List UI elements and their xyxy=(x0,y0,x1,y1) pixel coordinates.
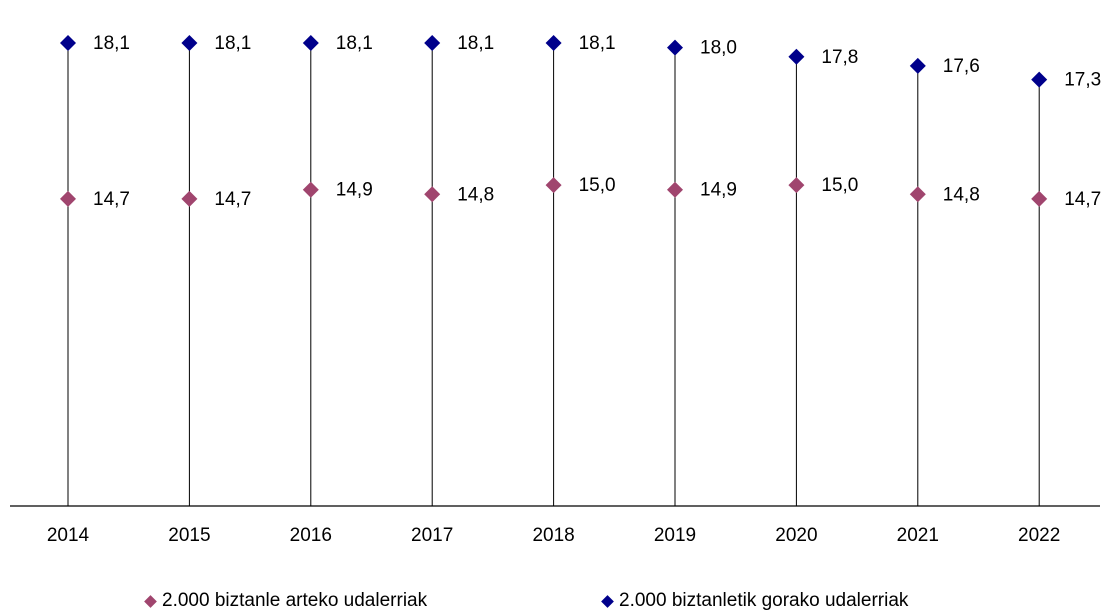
data-point-series-2 xyxy=(788,48,805,65)
data-point-series-2 xyxy=(1031,71,1048,88)
data-label-series-1: 14,8 xyxy=(943,184,980,205)
data-point-series-1 xyxy=(667,181,683,198)
data-point-series-1 xyxy=(545,177,562,194)
x-tick-label: 2016 xyxy=(290,525,332,546)
x-tick-label: 2022 xyxy=(1018,525,1060,546)
data-point-series-1 xyxy=(909,186,926,203)
data-label-series-1: 15,0 xyxy=(821,175,858,196)
x-tick-label: 2015 xyxy=(168,525,210,546)
data-label-series-1: 14,7 xyxy=(1064,189,1101,210)
data-label-series-2: 18,1 xyxy=(457,33,494,54)
data-point-series-1 xyxy=(302,181,319,198)
data-label-series-1: 14,8 xyxy=(457,184,494,205)
legend-label-series-1: 2.000 biztanle arteko udalerriak xyxy=(162,590,428,611)
data-label-series-2: 18,1 xyxy=(214,33,251,54)
x-tick-label: 2021 xyxy=(897,525,939,546)
data-label-series-1: 15,0 xyxy=(579,175,616,196)
x-tick-label: 2019 xyxy=(654,525,696,546)
data-label-series-2: 18,1 xyxy=(336,33,373,54)
data-label-series-2: 17,8 xyxy=(821,47,858,68)
x-tick-label: 2017 xyxy=(411,525,453,546)
data-point-series-2 xyxy=(909,57,926,74)
data-point-series-2 xyxy=(667,39,683,56)
legend-item-series-1: 2.000 biztanle arteko udalerriak xyxy=(144,590,428,612)
data-label-series-1: 14,7 xyxy=(214,189,251,210)
data-label-series-1: 14,7 xyxy=(93,189,130,210)
data-label-series-2: 18,1 xyxy=(579,33,616,54)
legend-label-series-2: 2.000 biztanletik gorako udalerriak xyxy=(619,590,909,611)
data-label-series-1: 14,9 xyxy=(336,180,373,201)
data-point-series-2 xyxy=(60,35,76,51)
data-label-series-2: 18,0 xyxy=(700,38,737,59)
x-tick-label: 2014 xyxy=(47,525,90,546)
x-tick-label: 2020 xyxy=(775,525,817,546)
data-point-series-1 xyxy=(788,177,805,194)
legend-item-series-2: 2.000 biztanletik gorako udalerriak xyxy=(601,590,909,612)
data-point-series-2 xyxy=(302,35,319,51)
data-label-series-2: 17,3 xyxy=(1064,70,1101,91)
data-point-series-2 xyxy=(181,35,198,51)
data-point-series-1 xyxy=(181,190,198,207)
legend-marker-series-2 xyxy=(601,594,614,608)
data-point-series-1 xyxy=(1031,190,1048,207)
data-point-series-1 xyxy=(60,190,76,207)
data-point-series-2 xyxy=(424,35,441,51)
data-point-series-2 xyxy=(545,35,562,51)
data-label-series-2: 18,1 xyxy=(93,33,130,54)
legend-marker-series-1 xyxy=(144,594,157,608)
x-tick-label: 2018 xyxy=(532,525,574,546)
data-label-series-2: 17,6 xyxy=(943,56,980,77)
data-label-series-1: 14,9 xyxy=(700,180,737,201)
data-point-series-1 xyxy=(424,186,441,203)
